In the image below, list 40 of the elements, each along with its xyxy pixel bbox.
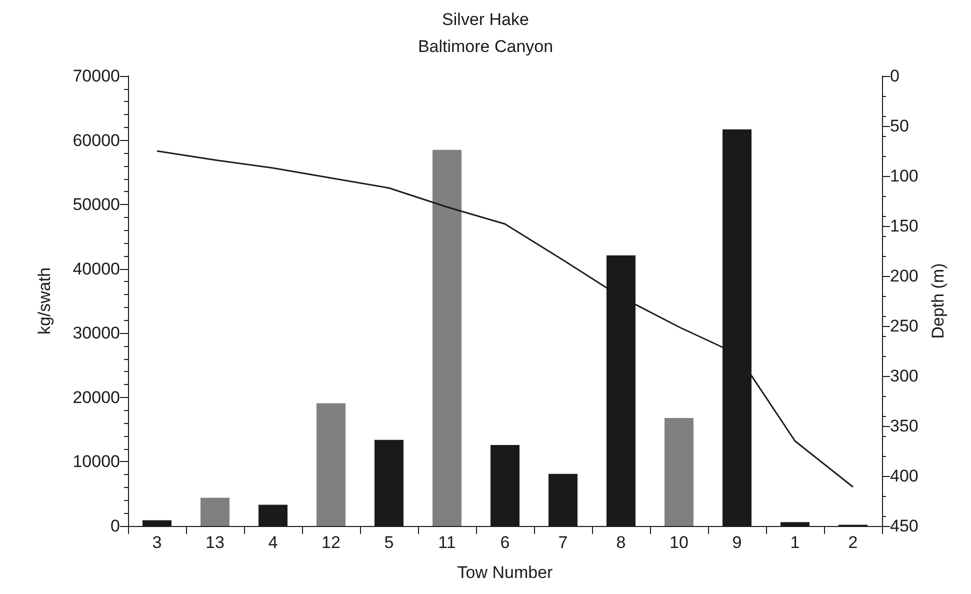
x-tick-label: 4 (268, 533, 278, 552)
chart-title: Silver Hake (442, 10, 529, 29)
y2-tick-label: 400 (890, 466, 918, 486)
y-tick-label: 40000 (72, 259, 120, 278)
y2-tick-label: 0 (890, 66, 900, 86)
x-tick-label: 5 (384, 533, 394, 552)
y-tick-label: 30000 (72, 324, 120, 343)
x-tick-label: 3 (152, 533, 162, 552)
bar (664, 418, 694, 526)
x-tick-label: 11 (438, 533, 456, 552)
y2-tick-label: 100 (890, 166, 918, 186)
x-tick-label: 12 (322, 533, 340, 552)
bar (316, 403, 346, 526)
chart-subtitle: Baltimore Canyon (418, 37, 554, 56)
bar (200, 498, 230, 526)
y-tick-label: 50000 (72, 195, 120, 214)
bar (432, 150, 462, 526)
y-axis-title: kg/swath (35, 267, 54, 335)
y2-axis-title: Depth (m) (928, 263, 948, 339)
x-tick-label: 1 (790, 533, 800, 552)
y-tick-label: 0 (110, 516, 120, 536)
y2-tick-label: 250 (890, 316, 918, 336)
y-tick-label: 10000 (72, 452, 120, 472)
y2-tick-label: 350 (890, 416, 918, 436)
x-tick-label: 8 (616, 533, 626, 552)
x-tick-label: 7 (558, 533, 568, 552)
y-tick-label: 20000 (72, 388, 120, 407)
x-tick-label: 9 (732, 533, 742, 552)
x-tick-label: 6 (500, 533, 510, 552)
y2-tick-label: 450 (890, 516, 918, 536)
y2-tick-label: 200 (890, 266, 918, 286)
x-tick-label: 13 (206, 533, 224, 552)
y-tick-label: 60000 (72, 130, 120, 150)
y2-tick-label: 150 (890, 216, 918, 236)
x-tick-label: 10 (670, 533, 688, 552)
x-axis-title: Tow Number (457, 563, 554, 582)
x-tick-label: 2 (848, 533, 858, 552)
y2-tick-label: 300 (890, 366, 918, 386)
y2-tick-label: 50 (890, 116, 909, 136)
y-tick-label: 70000 (72, 66, 120, 86)
